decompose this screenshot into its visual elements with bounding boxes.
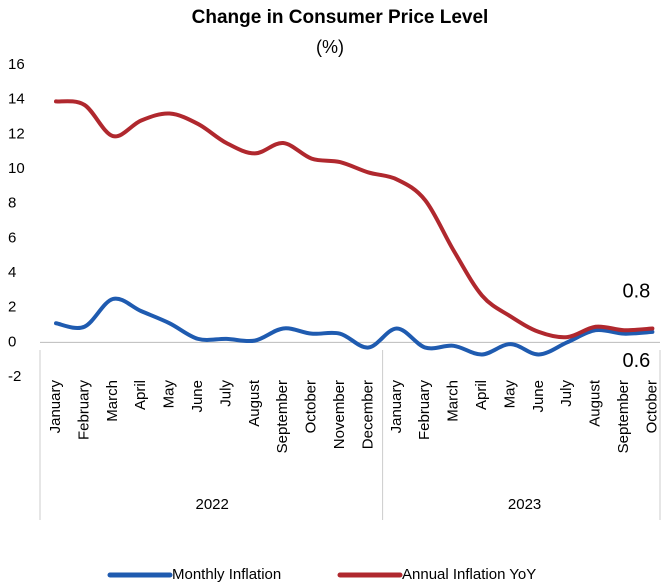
legend-label: Monthly Inflation — [172, 566, 281, 583]
y-tick-label: 14 — [8, 91, 25, 108]
x-tick-label: June — [189, 380, 206, 413]
y-tick-label: 0 — [8, 333, 16, 350]
x-tick-label: April — [473, 380, 490, 410]
y-tick-label: 4 — [8, 264, 16, 281]
x-tick-label: January — [47, 380, 64, 434]
x-tick-label: August — [587, 379, 604, 427]
x-tick-label: June — [530, 380, 547, 413]
x-tick-label: December — [359, 380, 376, 449]
x-tick-label: July — [217, 380, 234, 407]
series-line — [54, 296, 655, 357]
x-tick-label: March — [104, 380, 121, 422]
x-tick-label: May — [161, 380, 178, 409]
x-tick-label: November — [331, 380, 348, 449]
y-tick-label: 10 — [8, 160, 25, 177]
x-tick-label: February — [416, 380, 433, 441]
x-tick-label: September — [274, 380, 291, 453]
y-tick-label: 2 — [8, 299, 16, 316]
legend-label: Annual Inflation YoY — [402, 566, 536, 583]
group-label: 2023 — [508, 496, 541, 513]
x-tick-label: May — [501, 380, 518, 409]
data-label: 0.8 — [622, 281, 650, 303]
x-tick-label: February — [75, 380, 92, 441]
x-tick-label: July — [558, 380, 575, 407]
x-tick-label: October — [643, 380, 660, 433]
x-tick-label: October — [303, 380, 320, 433]
y-tick-label: 6 — [8, 229, 16, 246]
series-line — [54, 99, 655, 340]
x-tick-label: September — [615, 380, 632, 453]
x-tick-label: April — [132, 380, 149, 410]
y-tick-label: 8 — [8, 195, 16, 212]
x-tick-label: August — [246, 379, 263, 427]
data-label: 0.6 — [622, 350, 650, 372]
y-tick-label: 12 — [8, 125, 25, 142]
chart-subtitle: (%) — [316, 37, 344, 57]
group-label: 2022 — [196, 496, 229, 513]
x-tick-label: March — [445, 380, 462, 422]
y-tick-label: -2 — [8, 368, 21, 385]
chart-title: Change in Consumer Price Level — [192, 7, 489, 28]
x-tick-label: January — [388, 380, 405, 434]
y-tick-label: 16 — [8, 56, 25, 73]
